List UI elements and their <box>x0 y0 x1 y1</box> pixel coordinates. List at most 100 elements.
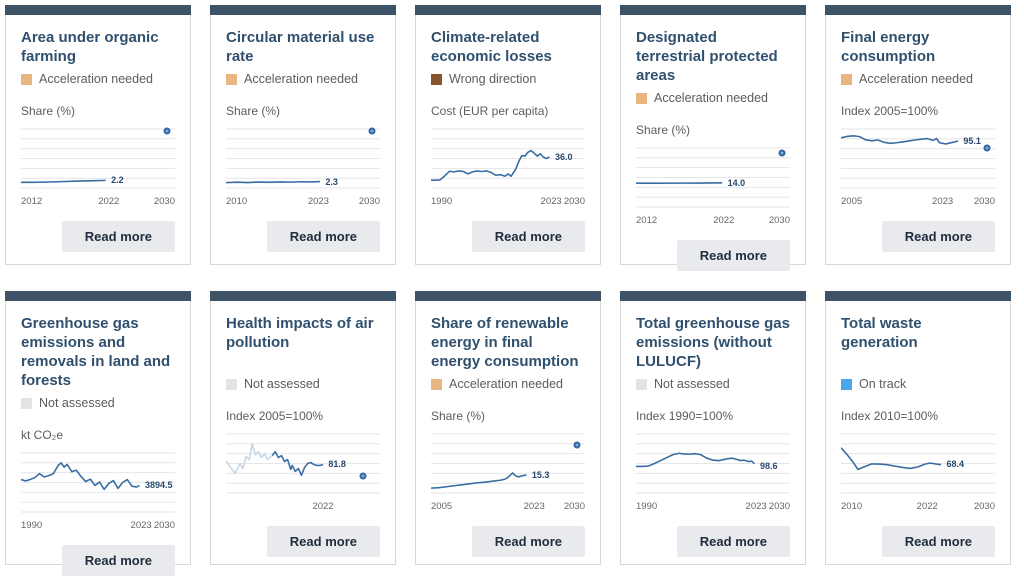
indicator-title: Area under organic farming <box>21 29 159 65</box>
indicator-title: Total greenhouse gas emissions (without … <box>636 315 790 370</box>
status-color-swatch-icon <box>636 92 647 104</box>
latest-value-label: 95.1 <box>963 135 981 146</box>
x-axis-labels: 2010 2022 2030 <box>841 501 995 514</box>
x-axis-tick-label: 2023 <box>540 196 562 207</box>
status-label: Acceleration needed <box>654 91 768 105</box>
read-more-button[interactable]: Read more <box>881 221 995 252</box>
target-dot-icon <box>573 441 581 449</box>
indicator-card-grid: Area under organic farming Acceleration … <box>5 5 1019 576</box>
target-dot-icon <box>778 149 786 157</box>
read-more-button[interactable]: Read more <box>266 221 380 252</box>
read-more-row: Read more <box>21 221 175 252</box>
y-axis-unit-label: Index 2005=100% <box>226 409 324 423</box>
read-more-row: Read more <box>636 526 790 557</box>
x-axis-tick-label: 2023 <box>307 196 329 207</box>
y-axis-unit-label: Share (%) <box>431 409 486 423</box>
target-dot-icon <box>359 472 367 480</box>
status-label: Not assessed <box>244 377 320 391</box>
card-body: Circular material use rate Acceleration … <box>211 15 395 262</box>
x-axis-tick-label: 2022 <box>713 215 735 226</box>
indicator-title: Share of renewable energy in final energ… <box>431 315 579 370</box>
latest-value-label: 14.0 <box>727 177 746 188</box>
indicator-title: Final energy consumption <box>841 29 936 65</box>
sparkline-chart: 81.8 <box>226 431 380 496</box>
sparkline-chart: 36.0 <box>431 126 585 191</box>
y-axis-unit-label: kt CO₂e <box>21 428 63 442</box>
status-badge: Acceleration needed <box>431 377 585 391</box>
read-more-row: Read more <box>21 545 175 576</box>
status-label: Acceleration needed <box>244 72 358 86</box>
status-badge: Wrong direction <box>431 72 585 86</box>
sparkline-chart: 15.3 <box>431 431 585 496</box>
read-more-row: Read more <box>841 526 995 557</box>
status-color-swatch-icon <box>431 378 442 390</box>
indicator-card: Climate-related economic losses Wrong di… <box>415 5 601 265</box>
card-body: Greenhouse gas emissions and removals in… <box>6 301 190 576</box>
read-more-row: Read more <box>841 221 995 252</box>
read-more-button[interactable]: Read more <box>676 526 790 557</box>
status-badge: Acceleration needed <box>226 72 380 86</box>
indicator-title: Total waste generation <box>841 315 922 351</box>
sparkline-svg <box>636 145 790 210</box>
latest-value-label: 2.3 <box>325 176 338 187</box>
y-axis-unit-label: Share (%) <box>21 104 76 118</box>
read-more-button[interactable]: Read more <box>266 526 380 557</box>
x-axis-tick-label: 2023 <box>523 501 545 512</box>
indicator-card: Area under organic farming Acceleration … <box>5 5 191 265</box>
x-axis-labels: 1990 2023 2030 <box>636 501 790 514</box>
read-more-button[interactable]: Read more <box>471 221 585 252</box>
card-body: Final energy consumption Acceleration ne… <box>826 15 1010 262</box>
x-axis-labels: 2022 <box>226 501 380 514</box>
x-axis-tick-label: 2022 <box>916 501 938 512</box>
status-color-swatch-icon <box>841 378 852 390</box>
sparkline-chart: 98.6 <box>636 431 790 496</box>
read-more-button[interactable]: Read more <box>61 221 175 252</box>
card-body: Share of renewable energy in final energ… <box>416 301 600 567</box>
x-axis-tick-label: 2010 <box>841 501 863 512</box>
x-axis-tick-label: 2030 <box>153 196 175 207</box>
x-axis-labels: 2012 2022 2030 <box>21 196 175 209</box>
x-axis-labels: 1990 2023 2030 <box>431 196 585 209</box>
x-axis-tick-label: 2030 <box>973 196 995 207</box>
card-top-bar <box>620 5 806 15</box>
read-more-button[interactable]: Read more <box>676 240 790 271</box>
sparkline-svg <box>431 431 585 496</box>
latest-value-label: 81.8 <box>328 459 346 470</box>
status-badge: Not assessed <box>226 377 380 391</box>
sparkline-svg <box>226 126 380 191</box>
status-label: Wrong direction <box>449 72 537 86</box>
card-body: Area under organic farming Acceleration … <box>6 15 190 262</box>
read-more-row: Read more <box>431 221 585 252</box>
card-body: Total greenhouse gas emissions (without … <box>621 301 805 567</box>
x-axis-tick-label: 2023 <box>745 501 767 512</box>
x-axis-tick-label: 2010 <box>226 196 248 207</box>
sparkline-chart: 68.4 <box>841 431 995 496</box>
x-axis-tick-label: 2030 <box>358 196 380 207</box>
indicator-title: Greenhouse gas emissions and removals in… <box>21 315 171 389</box>
indicator-card: Designated terrestrial protected areas A… <box>620 5 806 271</box>
x-axis-tick-label: 2022 <box>98 196 120 207</box>
x-axis-labels: 2010 2023 2030 <box>226 196 380 209</box>
status-badge: Not assessed <box>636 377 790 391</box>
status-label: On track <box>859 377 907 391</box>
x-axis-tick-label: 2005 <box>431 501 453 512</box>
card-top-bar <box>210 5 396 15</box>
indicator-title: Health impacts of air pollution <box>226 315 374 351</box>
x-axis-labels: 1990 2023 2030 <box>21 520 175 533</box>
y-axis-unit-label: Index 2005=100% <box>841 104 939 118</box>
y-axis-unit-label: Share (%) <box>636 123 691 137</box>
indicator-title: Climate-related economic losses <box>431 29 552 65</box>
sparkline-svg <box>841 431 995 496</box>
read-more-button[interactable]: Read more <box>881 526 995 557</box>
read-more-button[interactable]: Read more <box>61 545 175 576</box>
read-more-button[interactable]: Read more <box>471 526 585 557</box>
x-axis-tick-label: 1990 <box>431 196 453 207</box>
x-axis-tick-label: 1990 <box>636 501 658 512</box>
status-label: Acceleration needed <box>39 72 153 86</box>
sparkline-chart: 95.1 <box>841 126 995 191</box>
sparkline-svg <box>431 126 585 191</box>
status-color-swatch-icon <box>841 73 852 85</box>
sparkline-chart: 14.0 <box>636 145 790 210</box>
card-body: Climate-related economic losses Wrong di… <box>416 15 600 262</box>
